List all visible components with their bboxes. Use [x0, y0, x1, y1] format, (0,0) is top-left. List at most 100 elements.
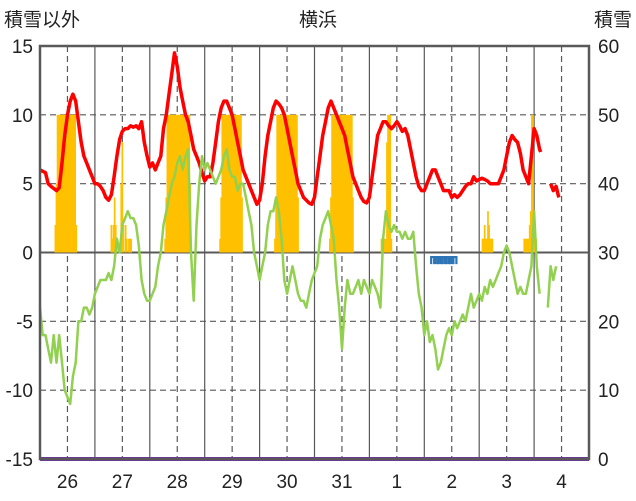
- precip-bar: [165, 197, 168, 253]
- left-tick-label: 5: [22, 175, 33, 196]
- precip-bar: [483, 224, 486, 253]
- left-tick-label: -5: [16, 312, 33, 333]
- precip-bar: [225, 114, 228, 253]
- chart-title: 横浜: [299, 9, 337, 31]
- precip-bar: [387, 114, 389, 253]
- day-tick-label: 29: [222, 472, 243, 493]
- precip-bar: [292, 114, 295, 253]
- precip-bar: [177, 114, 180, 253]
- precip-bar: [166, 114, 169, 253]
- precip-bar: [340, 114, 342, 253]
- precip-bar: [55, 183, 58, 253]
- precip-bar: [348, 114, 351, 253]
- precip-bar: [383, 238, 386, 253]
- precip-bar: [168, 114, 171, 253]
- precip-bar: [349, 114, 352, 253]
- precip-bar: [54, 224, 57, 253]
- precip-bar: [380, 238, 383, 253]
- precip-bar: [184, 114, 186, 253]
- precip-bar: [220, 197, 223, 253]
- right-tick-label: 0: [598, 450, 609, 471]
- precip-bar: [290, 114, 293, 253]
- precip-bar: [128, 238, 130, 253]
- precip-bar: [284, 114, 286, 253]
- right-tick-label: 40: [598, 175, 619, 196]
- precip-bar: [288, 114, 291, 253]
- temperature-line: [548, 183, 561, 198]
- precip-bar: [345, 114, 348, 253]
- precip-bar: [122, 224, 125, 253]
- precip-bar: [388, 114, 391, 253]
- precip-bar: [221, 114, 224, 253]
- day-tick-label: 31: [331, 472, 352, 493]
- precip-bar: [130, 238, 132, 253]
- precip-bar: [280, 114, 283, 253]
- precip-bar: [66, 114, 69, 253]
- precip-bar: [68, 114, 71, 253]
- precip-bar: [129, 238, 131, 253]
- precip-bar: [69, 114, 72, 253]
- precip-bar: [289, 114, 292, 253]
- day-tick-label: 4: [556, 472, 567, 493]
- precip-bar: [528, 224, 531, 253]
- left-tick-label: 10: [12, 106, 33, 127]
- precip-bar: [236, 114, 239, 253]
- precip-bar: [110, 224, 113, 253]
- precip-bar: [293, 114, 296, 253]
- day-tick-label: 28: [167, 472, 188, 493]
- precip-bar: [226, 114, 229, 253]
- precip-bar: [56, 114, 59, 253]
- left-tick-label: 0: [22, 244, 33, 265]
- precip-bar: [389, 114, 392, 253]
- precip-bar: [287, 114, 289, 253]
- precip-bar: [489, 238, 492, 253]
- precip-bar: [285, 114, 287, 253]
- precip-bar: [113, 197, 116, 253]
- precip-bar: [121, 142, 124, 253]
- precip-bar: [120, 183, 123, 253]
- precip-bar: [491, 238, 494, 253]
- right-tick-label: 20: [598, 312, 619, 333]
- precip-bar: [62, 114, 64, 253]
- precip-bar: [532, 114, 534, 253]
- precip-bar: [343, 114, 345, 253]
- precip-bar: [176, 114, 179, 253]
- precip-bar: [231, 114, 233, 253]
- dewpoint-line: [38, 148, 541, 406]
- precip-bar: [277, 114, 280, 253]
- precip-bar: [186, 114, 188, 253]
- precip-bar: [175, 114, 178, 253]
- precip-bar: [482, 238, 485, 253]
- right-tick-label: 60: [598, 37, 619, 58]
- precip-bar: [75, 224, 78, 253]
- precip-bar: [390, 238, 393, 253]
- precip-bar: [282, 114, 285, 253]
- precip-bar: [61, 114, 63, 253]
- precip-bar: [334, 114, 337, 253]
- precip-bar: [180, 114, 183, 253]
- precip-bar: [185, 114, 187, 253]
- precip-bar: [124, 224, 127, 253]
- precip-bar: [281, 114, 284, 253]
- precip-bar: [527, 238, 530, 253]
- precip-bar: [347, 114, 350, 253]
- precip-bar: [237, 114, 240, 253]
- left-tick-label: 15: [12, 37, 33, 58]
- left-tick-label: -15: [6, 450, 33, 471]
- precip-bar: [219, 238, 221, 253]
- precip-bar: [524, 238, 527, 253]
- precip-bar: [278, 114, 281, 253]
- precip-bar: [523, 238, 526, 253]
- weather-markers: [430, 255, 458, 265]
- precip-bar: [297, 197, 299, 253]
- precip-bar: [525, 238, 528, 253]
- precip-bar: [337, 114, 340, 253]
- precip-bar: [286, 114, 288, 253]
- plot-border: [38, 44, 591, 461]
- precip-bar: [526, 238, 529, 253]
- right-tick-label: 10: [598, 381, 619, 402]
- precip-bar: [276, 114, 279, 253]
- precip-bar: [72, 114, 74, 253]
- precip-bar: [224, 114, 227, 253]
- precip-bar: [487, 211, 489, 253]
